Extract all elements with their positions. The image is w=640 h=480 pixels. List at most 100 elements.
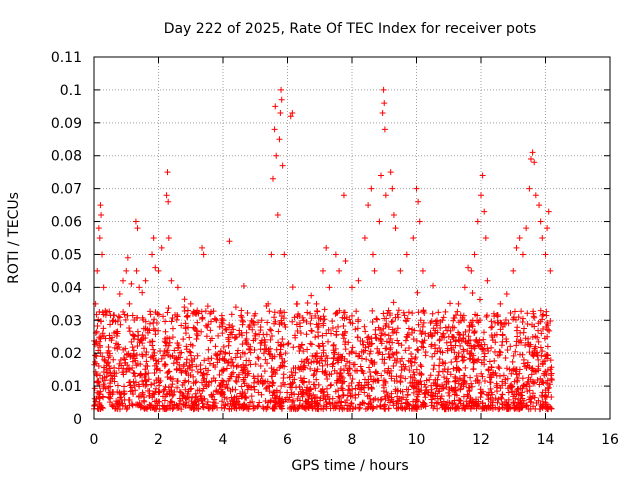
data-point: [129, 387, 136, 394]
data-point: [488, 324, 495, 331]
data-point: [425, 333, 432, 340]
data-point: [195, 398, 202, 405]
data-point: [307, 386, 314, 393]
data-point: [544, 343, 551, 350]
data-point: [167, 353, 174, 360]
data-point: [461, 379, 468, 386]
data-point: [410, 402, 417, 409]
data-point: [512, 316, 519, 323]
data-point: [273, 152, 280, 159]
data-point: [455, 319, 462, 326]
data-point: [131, 333, 138, 340]
data-point: [529, 365, 536, 372]
data-point: [116, 360, 123, 367]
data-point: [485, 366, 492, 373]
data-point: [430, 282, 437, 289]
data-point: [408, 355, 415, 362]
data-point: [239, 318, 246, 325]
data-point: [489, 323, 496, 330]
data-point: [95, 406, 102, 413]
y-tick-label: 0.01: [51, 379, 82, 395]
data-point: [397, 358, 404, 365]
data-point: [465, 264, 472, 271]
data-point: [336, 394, 343, 401]
data-point: [271, 389, 278, 396]
data-point: [504, 385, 511, 392]
data-point: [435, 309, 442, 316]
x-tick-label: 14: [537, 432, 555, 448]
data-point: [493, 384, 500, 391]
data-point: [461, 284, 468, 291]
data-point: [496, 365, 503, 372]
data-point: [268, 333, 275, 340]
data-point: [317, 315, 324, 322]
data-point: [468, 345, 475, 352]
data-point: [238, 312, 245, 319]
data-point: [536, 202, 543, 209]
data-point: [147, 308, 154, 315]
data-point: [175, 344, 182, 351]
data-point: [160, 393, 167, 400]
data-point: [391, 377, 398, 384]
data-point: [410, 389, 417, 396]
data-point: [126, 379, 133, 386]
data-point: [412, 354, 419, 361]
data-point: [129, 312, 136, 319]
data-point: [288, 391, 295, 398]
data-point: [271, 403, 278, 410]
data-point: [381, 126, 388, 133]
data-point: [398, 400, 405, 407]
data-point: [532, 343, 539, 350]
data-point: [381, 100, 388, 107]
data-point: [123, 267, 130, 274]
data-point: [355, 391, 362, 398]
data-point: [299, 386, 306, 393]
data-point: [272, 396, 279, 403]
data-point: [254, 354, 261, 361]
data-point: [115, 313, 122, 320]
data-point: [183, 313, 190, 320]
data-point: [453, 392, 460, 399]
data-point: [228, 311, 235, 318]
data-point: [185, 378, 192, 385]
data-point: [373, 403, 380, 410]
data-point: [305, 403, 312, 410]
data-point: [313, 368, 320, 375]
data-point: [434, 317, 441, 324]
data-point: [373, 335, 380, 342]
data-point: [100, 325, 107, 332]
data-point: [386, 370, 393, 377]
data-point: [182, 368, 189, 375]
data-point: [432, 345, 439, 352]
data-point: [538, 403, 545, 410]
data-point: [507, 343, 514, 350]
data-point: [244, 341, 251, 348]
data-point: [222, 402, 229, 409]
data-point: [190, 324, 197, 331]
data-point: [158, 355, 165, 362]
data-point: [193, 335, 200, 342]
data-point: [250, 379, 257, 386]
data-point: [130, 378, 137, 385]
data-point: [360, 341, 367, 348]
data-point: [531, 159, 538, 166]
data-point: [487, 402, 494, 409]
data-point: [418, 330, 425, 337]
data-point: [246, 357, 253, 364]
data-point: [174, 384, 181, 391]
data-point: [99, 375, 106, 382]
data-point: [491, 348, 498, 355]
data-point: [486, 358, 493, 365]
data-point: [204, 303, 211, 310]
data-point: [171, 401, 178, 408]
y-tick-label: 0.11: [51, 50, 82, 66]
data-point: [348, 349, 355, 356]
data-point: [429, 310, 436, 317]
data-point: [113, 329, 120, 336]
data-point: [513, 244, 520, 251]
data-point: [248, 384, 255, 391]
data-point: [220, 378, 227, 385]
data-point: [401, 312, 408, 319]
data-point: [233, 398, 240, 405]
data-point: [537, 344, 544, 351]
